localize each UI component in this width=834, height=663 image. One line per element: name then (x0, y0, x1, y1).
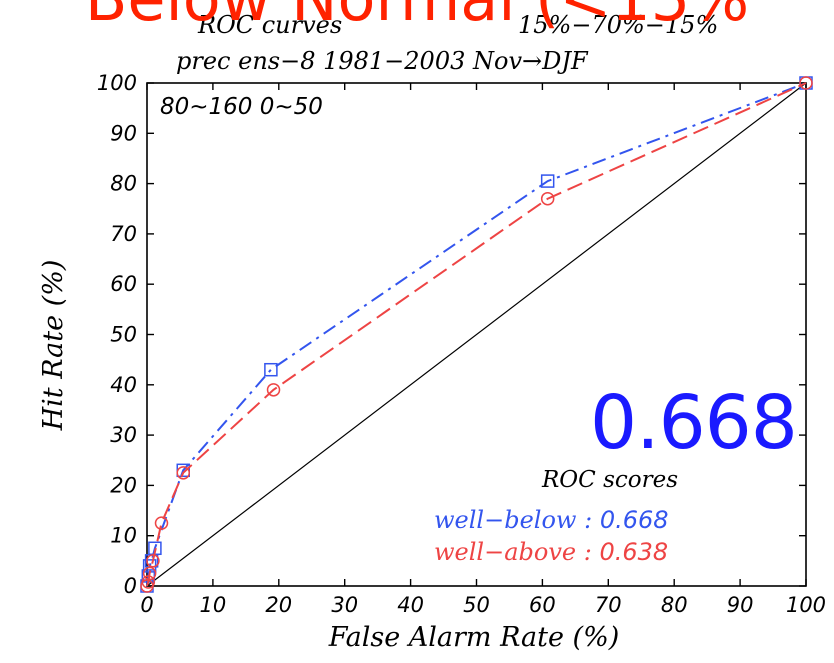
legend-label-well-above: well−above : 0.638 (434, 538, 668, 566)
x-axis-label: False Alarm Rate (%) (328, 622, 620, 653)
x-tick-label: 60 (529, 593, 556, 617)
point-marker-well-above (142, 566, 157, 581)
legend-separator-well-below: : (584, 506, 600, 534)
chart-subtitle: prec ens−8 1981−2003 Nov→DJF (176, 47, 589, 75)
chart-title-partition: 15%−70%−15% (518, 11, 718, 39)
axis-ticks: 0 10 20 30 40 50 60 70 80 90 100 0 10 20 30 40 50 60 70 80 9… (97, 71, 826, 617)
highlight-score: 0.668 (590, 380, 798, 466)
x-tick-label: 30 (331, 593, 358, 617)
x-tick-label: 10 (200, 593, 227, 617)
point-marker-well-below (540, 174, 555, 188)
y-tick-label: 10 (110, 524, 137, 548)
point-marker-well-above (146, 554, 160, 568)
y-tick-label: 90 (110, 121, 137, 145)
y-tick-label: 40 (110, 373, 137, 397)
point-marker-well-above (266, 383, 281, 397)
point-marker-well-above (799, 76, 813, 90)
legend-title: ROC scores (541, 467, 678, 493)
legend-label-well-below: well−below : 0.668 (434, 506, 669, 534)
legend-series-name-well-above: well−above (434, 538, 576, 566)
x-tick-label: 20 (265, 593, 292, 617)
point-marker-well-above (176, 466, 190, 480)
point-marker-well-above (540, 191, 555, 206)
x-tick-label: 70 (595, 593, 622, 617)
y-tick-label: 70 (110, 222, 137, 246)
x-tick-label: 90 (727, 593, 754, 617)
legend-separator-well-above: : (584, 538, 600, 566)
y-tick-label: 20 (110, 473, 137, 497)
legend-score-well-above: 0.638 (599, 538, 668, 566)
point-marker-well-above (154, 516, 169, 530)
y-tick-label: 0 (124, 574, 137, 598)
x-tick-label: 0 (140, 593, 153, 617)
point-marker-well-above (141, 575, 156, 589)
legend-series-name-well-below: well−below (434, 506, 577, 534)
legend-score-well-below: 0.668 (600, 506, 669, 534)
y-axis-label: Hit Rate (%) (38, 260, 69, 432)
x-tick-label: 50 (463, 593, 490, 617)
series-group (140, 76, 813, 593)
region-label: 80∼160 0∼50 (160, 94, 323, 120)
y-tick-label: 100 (97, 71, 137, 95)
point-marker-well-below (264, 362, 278, 377)
y-tick-label: 50 (110, 323, 137, 347)
y-tick-label: 80 (110, 172, 137, 196)
x-tick-label: 80 (661, 593, 688, 617)
x-tick-label: 40 (397, 593, 424, 617)
x-tick-label: 100 (786, 593, 826, 617)
chart-title: ROC curves (197, 11, 342, 39)
category-banner: Below Normal (<15% (0, 0, 834, 35)
y-tick-label: 60 (110, 272, 137, 296)
y-tick-label: 30 (110, 423, 137, 447)
reference-diagonal (146, 82, 807, 587)
